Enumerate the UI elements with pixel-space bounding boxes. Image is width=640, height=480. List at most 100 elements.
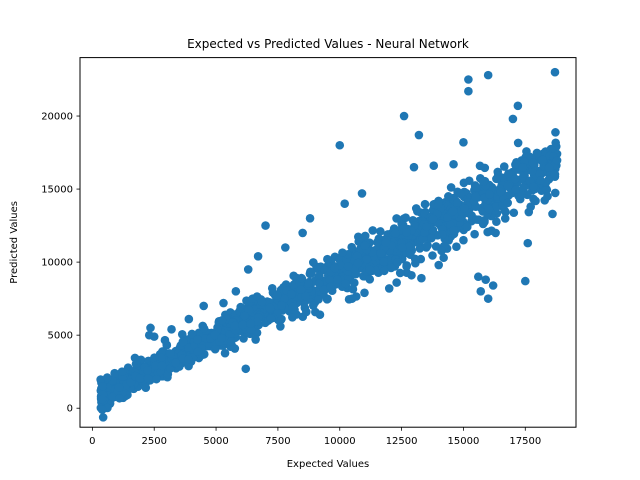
data-point-1387: [286, 289, 296, 299]
data-point-899: [199, 324, 209, 333]
data-point-1103: [288, 302, 298, 311]
data-point-1415: [243, 265, 253, 274]
data-point-1351: [504, 169, 513, 178]
y-tick-label-3: 15000: [41, 185, 73, 196]
data-point-995: [428, 225, 438, 235]
data-point-1466: [543, 192, 552, 201]
data-point-1188: [360, 231, 370, 241]
data-point-1167: [401, 213, 410, 223]
data-point-1367: [395, 268, 405, 278]
data-point-1324: [353, 258, 363, 268]
data-point-1156: [308, 301, 318, 310]
data-point-1293: [551, 128, 560, 137]
data-point-261: [96, 375, 105, 384]
data-point-1362: [304, 279, 313, 288]
data-point-1141: [456, 189, 466, 199]
data-point-132: [500, 214, 510, 223]
data-point-1424: [323, 254, 332, 264]
data-point-1386: [472, 183, 482, 192]
y-axis-ticks: 0 5000 10000 15000 20000: [41, 112, 80, 415]
data-point-1389: [193, 347, 203, 357]
data-point-1282: [252, 317, 262, 327]
data-point-1429: [347, 294, 357, 303]
data-point-1449: [473, 272, 483, 282]
data-point-1121: [410, 254, 420, 264]
data-point-1405: [132, 355, 142, 365]
data-point-1316: [341, 279, 350, 289]
data-point-1451: [478, 177, 488, 187]
data-point-1248: [393, 258, 402, 267]
data-point-1456: [491, 228, 500, 238]
data-point-1352: [246, 319, 255, 329]
data-point-1464: [528, 158, 538, 168]
data-point-1380: [471, 192, 481, 202]
data-point-797: [550, 188, 560, 198]
data-point-1110: [532, 148, 542, 158]
data-point-1437: [407, 270, 416, 280]
data-point-1427: [335, 140, 345, 150]
x-tick-label-1: 2500: [141, 436, 166, 447]
data-point-1442: [434, 260, 444, 270]
data-point-753: [446, 183, 456, 192]
data-point-1322: [379, 257, 389, 266]
data-point-1394: [157, 361, 167, 371]
chart-title: Expected vs Predicted Values - Neural Ne…: [187, 37, 469, 51]
data-point-1350: [428, 214, 438, 224]
data-point-1375: [297, 273, 306, 283]
data-point-1395: [360, 241, 370, 251]
data-point-880: [509, 208, 519, 218]
data-point-1381: [135, 374, 145, 383]
data-point-461: [423, 241, 432, 250]
data-point-398: [492, 217, 501, 227]
data-point-1312: [272, 290, 282, 300]
data-point-1455: [488, 281, 498, 290]
data-point-1445: [459, 138, 468, 147]
data-point-941: [368, 226, 378, 235]
data-point-1171: [372, 237, 382, 247]
data-point-1239: [362, 254, 372, 264]
data-point-1453: [483, 70, 493, 80]
data-point-1363: [217, 316, 227, 325]
data-point-1366: [503, 198, 512, 208]
x-tick-label-0: 0: [89, 436, 95, 447]
data-point-906: [386, 263, 396, 273]
data-point-1354: [343, 262, 353, 271]
data-point-1337: [319, 285, 329, 294]
data-point-1431: [360, 288, 369, 298]
data-point-1421: [298, 228, 307, 238]
data-point-1340: [257, 297, 267, 307]
data-point-1441: [429, 161, 439, 170]
data-point-1413: [231, 287, 241, 296]
data-point-1446: [459, 235, 468, 245]
data-point-1335: [266, 314, 276, 323]
data-point-1320: [397, 243, 407, 252]
data-point-1404: [117, 367, 127, 376]
data-point-1459: [508, 114, 518, 124]
data-point-1135: [156, 353, 166, 363]
data-point-1348: [151, 361, 160, 371]
data-point-152: [499, 162, 509, 171]
data-point-1339: [376, 248, 386, 258]
data-point-1452: [481, 275, 491, 284]
x-axis-label: Expected Values: [287, 459, 370, 470]
x-tick-label-4: 10000: [324, 436, 356, 447]
data-point-1373: [226, 337, 236, 346]
data-point-1433: [384, 284, 394, 293]
data-point-691: [428, 251, 437, 260]
data-point-1379: [551, 138, 560, 148]
y-axis-label: Predicted Values: [9, 201, 20, 284]
data-point-1400: [97, 405, 107, 414]
data-point-1411: [199, 301, 208, 311]
data-point-942: [542, 185, 552, 195]
data-point-1408: [149, 332, 159, 341]
data-point-1231: [452, 242, 461, 252]
data-point-1285: [296, 285, 306, 294]
data-point-1430: [357, 189, 367, 198]
data-point-1426: [332, 275, 342, 284]
data-point-1371: [152, 374, 161, 384]
data-point-1225: [526, 202, 535, 211]
data-point-1347: [289, 271, 298, 281]
data-point-1230: [108, 392, 118, 401]
data-point-1436: [402, 262, 411, 271]
